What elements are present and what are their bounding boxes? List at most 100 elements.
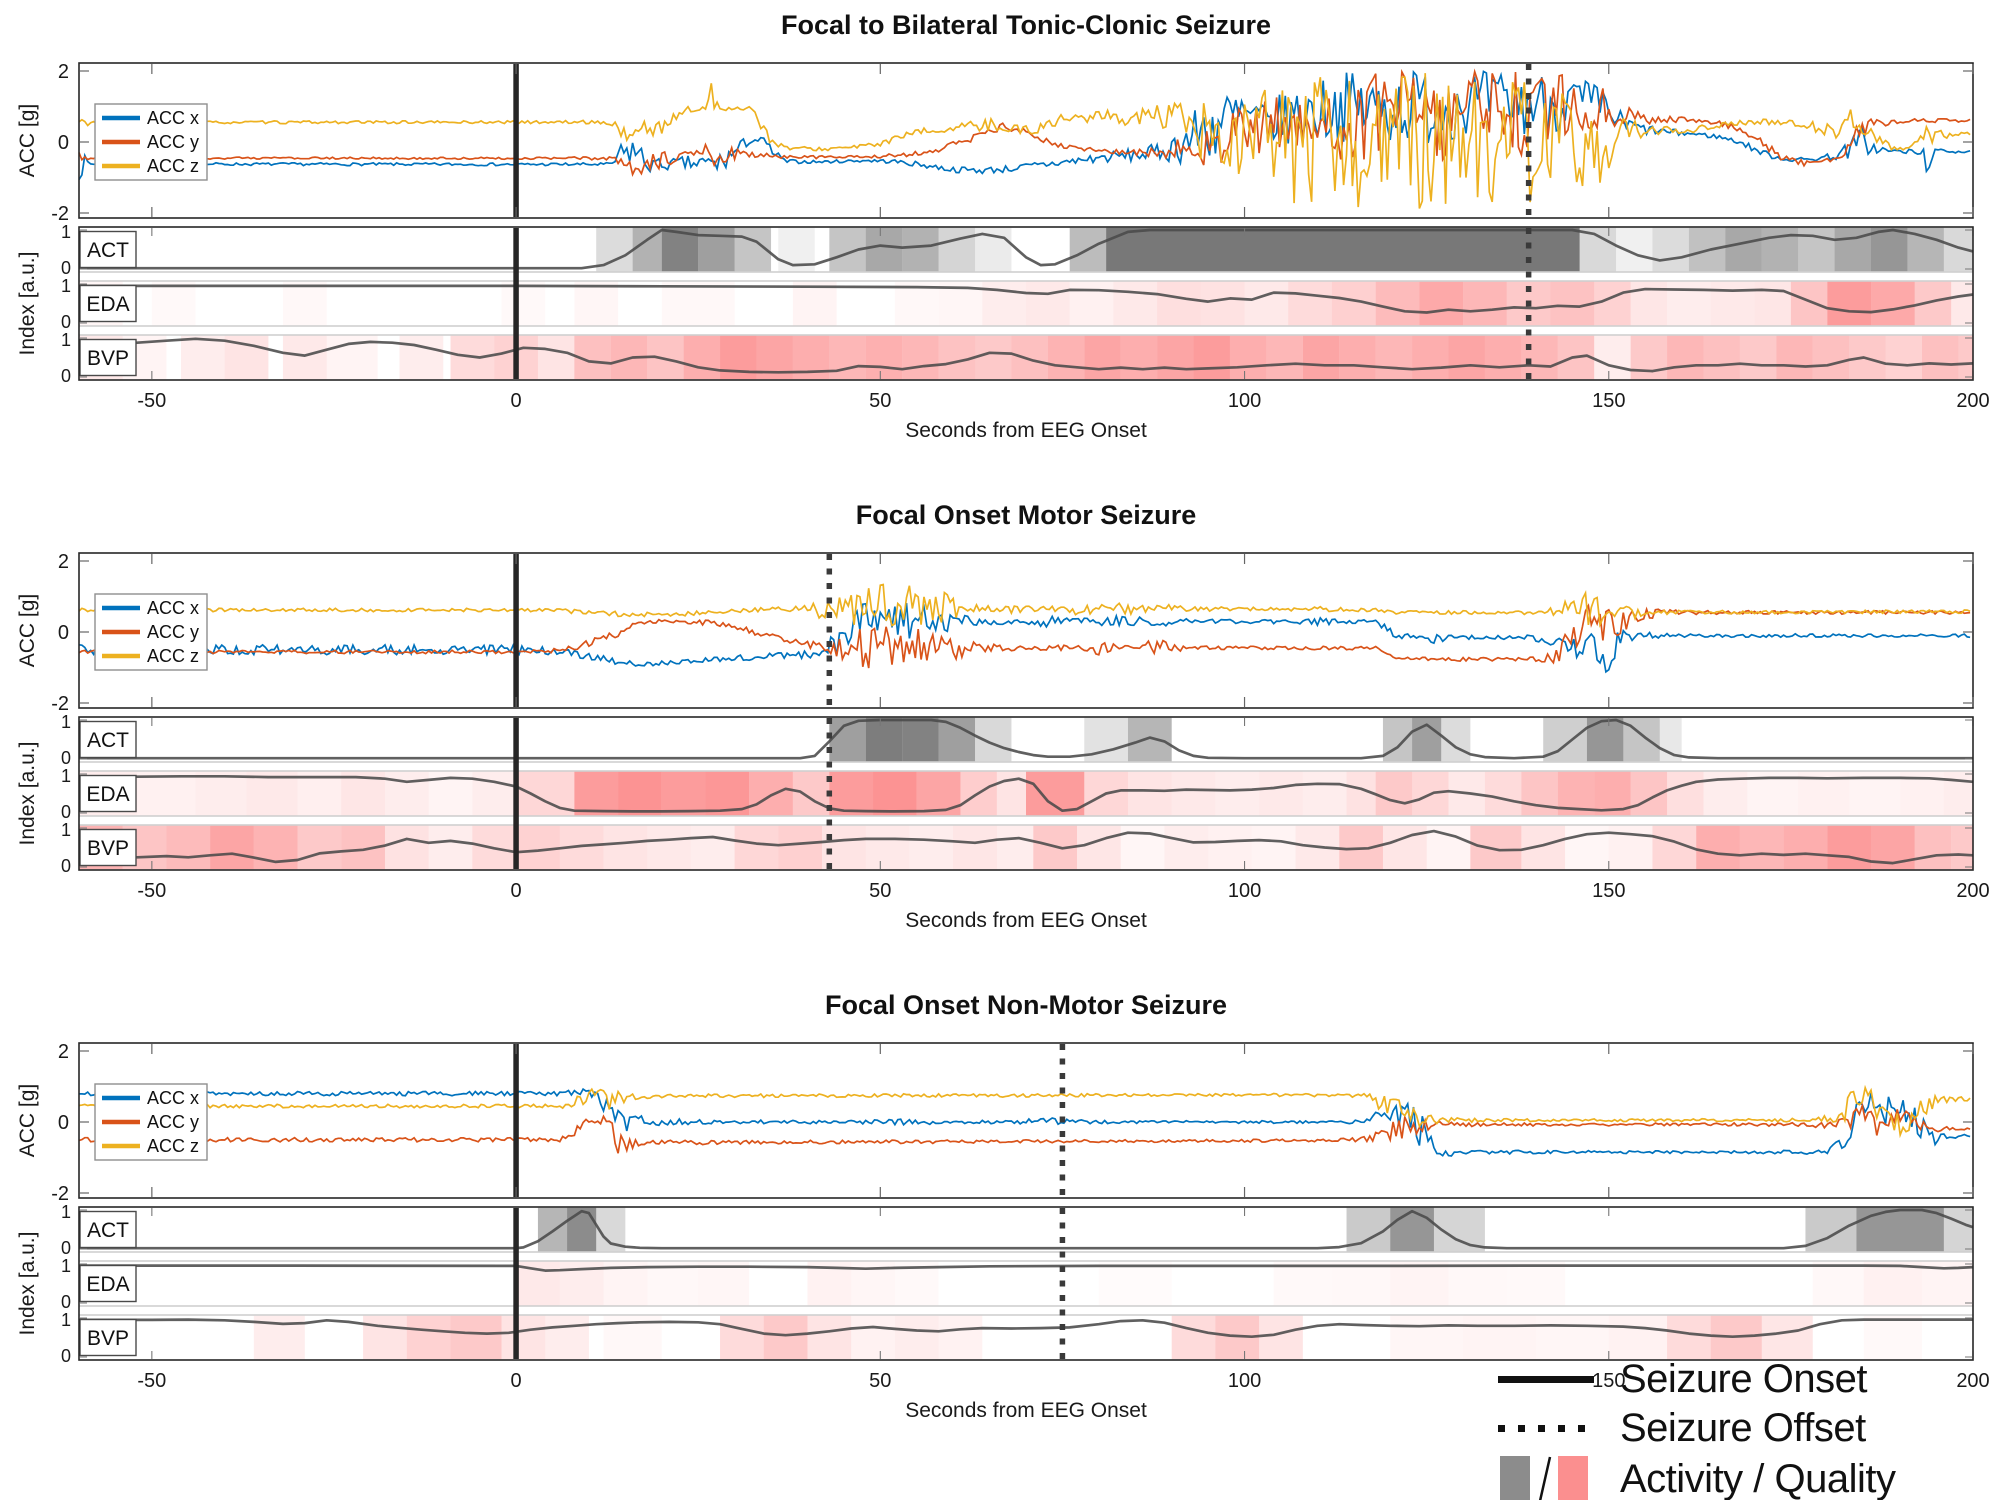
bvp-shade-block: [210, 825, 254, 870]
strip-row-act: 1 0 ACT: [61, 712, 1974, 768]
acc-y-tick-label: 0: [58, 1112, 69, 1134]
bvp-shade-block: [1922, 335, 1959, 380]
panel-focal-onset-motor: Focal Onset Motor Seizure 2 0 -2 ACC x ACC y…: [0, 498, 2000, 968]
acc-legend: ACC x ACC y ACC z: [94, 593, 208, 671]
eda-index-line: [79, 284, 1974, 314]
eda-label-box: [79, 774, 137, 813]
bvp-shade-block: [1761, 1315, 1813, 1360]
bvp-shade-block: [1958, 335, 1973, 380]
strip-row-act: 1 0 ACT: [61, 222, 1974, 278]
act-row-area: [78, 1206, 1974, 1253]
eda-shade-block: [1419, 281, 1464, 326]
x-tick-label: 200: [1956, 880, 1989, 902]
legend-row-seizure-offset: Seizure Offset: [1498, 1405, 1896, 1451]
acc-axes-border: [78, 1042, 1974, 1199]
x-tick-label: 0: [511, 880, 522, 902]
act-label-box: [79, 230, 137, 269]
act-label: ACT: [87, 239, 129, 262]
x-tick-label: 150: [1592, 390, 1625, 412]
acc-legend-label-x: ACC x: [147, 108, 199, 128]
index-y-tick-label: 1: [61, 1202, 71, 1222]
bvp-shade-block: [690, 825, 735, 870]
bvp-row-area: [78, 824, 1974, 871]
bvp-shade-block: [1375, 335, 1413, 380]
eda-shade-block: [1871, 281, 1915, 326]
acc-plot-area: [79, 553, 1973, 708]
bvp-shade-block: [829, 335, 866, 380]
eda-shade-block: [152, 282, 196, 325]
bvp-shade-block: [1812, 335, 1850, 380]
bvp-shade-block: [1120, 335, 1158, 380]
slash-icon: [1538, 1456, 1552, 1500]
index-y-tick-label: 0: [61, 1238, 71, 1258]
bvp-shade-block: [537, 335, 575, 380]
eda-shade-block: [246, 771, 298, 816]
act-shade-block: [938, 717, 976, 762]
acc-z-trace: [78, 73, 1971, 209]
eda-shade-block: [1200, 281, 1245, 326]
index-y-tick-label: 0: [61, 366, 71, 386]
eda-shade-block: [297, 771, 342, 816]
eda-shade-block: [698, 1261, 750, 1306]
bvp-shade-block: [1266, 335, 1303, 380]
strip-axes-border: [78, 226, 1974, 381]
index-y-tick-label: 1: [61, 276, 71, 296]
panel-title: Focal Onset Motor Seizure: [855, 500, 1197, 530]
eda-shade-block: [1448, 1261, 1507, 1306]
bvp-shade-block: [1426, 825, 1471, 870]
eda-shade-block: [1127, 771, 1172, 816]
eda-shade-block: [1507, 1262, 1565, 1305]
eda-label-box: [79, 284, 137, 323]
acc-legend: ACC x ACC y ACC z: [94, 1083, 208, 1161]
acc-legend-label-z: ACC z: [147, 1136, 199, 1156]
eda-shade-block: [1259, 771, 1303, 816]
acc-x-trace: [78, 602, 1971, 674]
bvp-shade-block: [1667, 335, 1704, 380]
bvp-shade-block: [1783, 825, 1828, 870]
x-tick-label: 50: [869, 390, 891, 412]
strip-row-bvp: 1 0 BVP: [61, 1310, 1974, 1366]
act-shade-block: [1943, 1207, 1973, 1252]
eda-shade-block: [1951, 281, 1973, 326]
activity-quality-squares-icon: [1500, 1456, 1588, 1500]
act-shade-block: [1616, 227, 1653, 272]
eda-shade-block: [1069, 281, 1114, 326]
acc-legend-label-y: ACC y: [147, 1112, 199, 1132]
seizure-offset-swatch-cell: [1498, 1424, 1620, 1432]
bvp-shade-block: [1951, 825, 1973, 870]
strip-axes-border: [78, 1206, 1974, 1361]
eda-shade-block: [1521, 771, 1558, 816]
bvp-shade-block: [1667, 1315, 1711, 1360]
acc-axis-label: ACC [g]: [16, 1084, 39, 1158]
acc-axes-border: [78, 62, 1974, 219]
eda-shade-block: [1171, 771, 1216, 816]
activity-quality-swatch-cell: [1498, 1454, 1620, 1500]
index-y-tick-label: 0: [61, 258, 71, 278]
acc-z-trace: [78, 1084, 1971, 1139]
acc-y-tick-label: 2: [58, 551, 69, 573]
legend-label-activity-quality: Activity / Quality: [1620, 1457, 1896, 1500]
bvp-shade-block: [763, 1315, 808, 1360]
acc-y-tick-label: -2: [51, 203, 69, 225]
bvp-shade-block: [953, 825, 997, 870]
eda-shade-block: [1550, 281, 1595, 326]
eda-shade-block: [1463, 281, 1507, 326]
act-shade-block: [1127, 717, 1172, 762]
acc-legend-label-z: ACC z: [147, 646, 199, 666]
strip-row-act: 1 0 ACT: [61, 1202, 1974, 1258]
act-shade-block: [1725, 227, 1762, 272]
eda-shade-block: [1594, 281, 1631, 326]
acc-legend: ACC x ACC y ACC z: [94, 103, 208, 181]
legend-label-seizure-offset: Seizure Offset: [1620, 1406, 1866, 1450]
eda-shade-block: [894, 281, 939, 326]
bvp-shade-block: [428, 825, 473, 870]
act-shade-block: [567, 1207, 597, 1252]
eda-shade-block: [1274, 1262, 1332, 1305]
strip-row-eda: 1 0 EDA: [61, 766, 1974, 822]
bvp-shade-block: [938, 335, 976, 380]
act-row-area: [78, 716, 1974, 763]
eda-shade-block: [1157, 281, 1201, 326]
